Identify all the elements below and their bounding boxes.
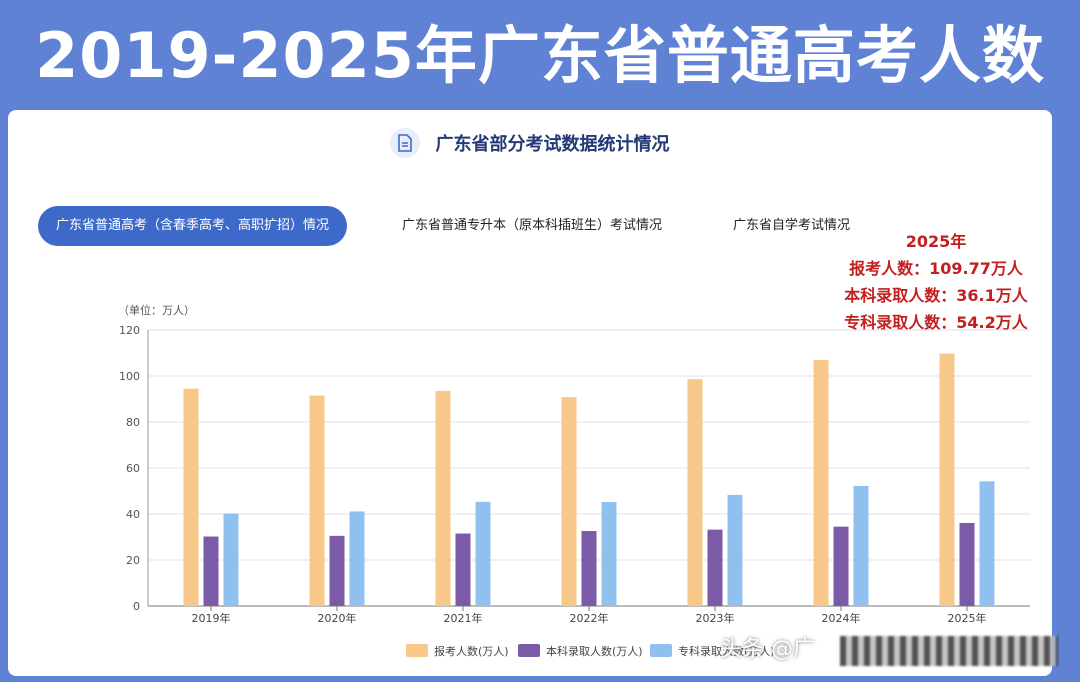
y-unit-label: （单位：万人）	[118, 303, 195, 317]
x-tick-label: 2025年	[948, 611, 987, 625]
y-tick-label: 20	[126, 554, 140, 567]
legend-swatch	[518, 644, 540, 657]
legend-label: 报考人数(万人)	[434, 644, 509, 658]
y-tick-label: 120	[119, 324, 140, 337]
bar-applicants	[687, 379, 703, 606]
bar-vocational	[223, 513, 239, 606]
banner-title: 2019-2025年广东省普通高考人数	[35, 19, 1045, 92]
content-card: 广东省部分考试数据统计情况 广东省普通高考（含春季高考、高职扩招）情况 广东省普…	[8, 110, 1052, 676]
annotation-2025: 2025年 报考人数：109.77万人 本科录取人数：36.1万人 专科录取人数…	[816, 228, 1056, 336]
section-title: 广东省部分考试数据统计情况	[435, 134, 670, 155]
y-tick-label: 60	[126, 462, 140, 475]
x-tick-label: 2020年	[318, 611, 357, 625]
bar-vocational	[349, 511, 365, 606]
x-tick-label: 2023年	[696, 611, 735, 625]
bar-undergrad	[455, 533, 471, 606]
bar-undergrad	[707, 529, 723, 606]
y-tick-label: 40	[126, 508, 140, 521]
bar-applicants	[435, 390, 451, 606]
legend-label: 本科录取人数(万人)	[546, 644, 643, 658]
annotation-undergrad: 本科录取人数：36.1万人	[844, 286, 1028, 305]
bar-applicants	[309, 395, 325, 606]
legend-label: 专科录取人数(万人)	[678, 644, 775, 658]
annotation-year: 2025年	[905, 232, 967, 251]
x-tick-label: 2021年	[444, 611, 483, 625]
tab-gaokao[interactable]: 广东省普通高考（含春季高考、高职扩招）情况	[38, 206, 348, 246]
bar-undergrad	[203, 536, 219, 606]
bar-applicants	[813, 359, 829, 606]
y-tick-label: 100	[119, 370, 140, 383]
x-tick-label: 2019年	[192, 611, 231, 625]
bar-undergrad	[581, 531, 597, 606]
tab-self-study-exam[interactable]: 广东省自学考试情况	[733, 218, 851, 233]
bar-applicants	[183, 388, 199, 606]
annotation-applicants: 报考人数：109.77万人	[849, 259, 1023, 278]
tab-zhuanshengben[interactable]: 广东省普通专升本（原本科插班生）考试情况	[402, 218, 663, 233]
bar-vocational	[853, 485, 869, 606]
bar-vocational	[475, 501, 491, 606]
bar-vocational	[727, 494, 743, 606]
y-tick-label: 0	[133, 600, 140, 613]
legend-swatch	[406, 644, 428, 657]
y-tick-label: 80	[126, 416, 140, 429]
section-header: 广东省部分考试数据统计情况	[8, 128, 1052, 158]
bar-applicants	[939, 353, 955, 606]
bar-applicants	[561, 397, 577, 606]
annotation-vocational: 专科录取人数：54.2万人	[844, 313, 1028, 332]
bar-vocational	[601, 502, 617, 606]
watermark-redaction	[840, 636, 1058, 666]
watermark-text: 头条 @广	[720, 637, 815, 662]
bar-undergrad	[329, 535, 345, 606]
x-tick-label: 2022年	[570, 611, 609, 625]
bar-undergrad	[833, 526, 849, 606]
document-icon	[390, 128, 421, 158]
x-tick-label: 2024年	[822, 611, 861, 625]
bar-vocational	[979, 481, 995, 606]
bar-undergrad	[959, 522, 975, 606]
legend-swatch	[650, 644, 672, 657]
